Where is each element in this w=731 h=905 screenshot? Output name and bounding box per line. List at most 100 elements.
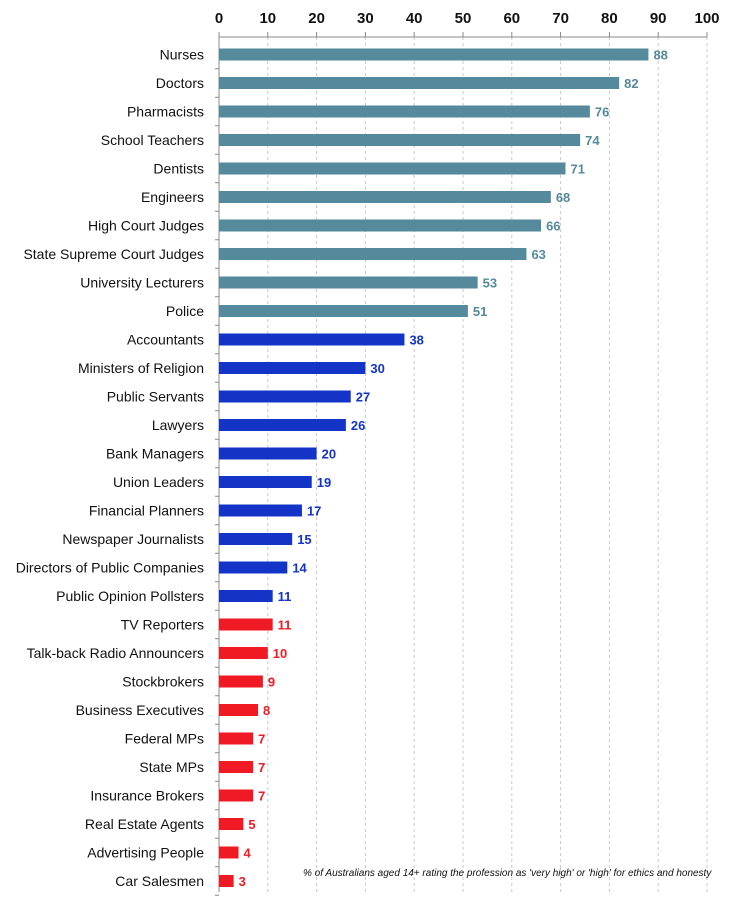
bars xyxy=(219,48,649,887)
value-label: 76 xyxy=(595,105,609,120)
value-label: 63 xyxy=(531,247,545,262)
value-label: 15 xyxy=(297,532,311,547)
value-label: 27 xyxy=(356,390,370,405)
value-label: 82 xyxy=(624,76,638,91)
category-label: Police xyxy=(166,303,204,319)
value-label: 26 xyxy=(351,418,365,433)
value-label: 88 xyxy=(653,48,667,63)
gridlines xyxy=(267,37,708,892)
bar xyxy=(219,590,273,602)
value-label: 19 xyxy=(317,475,331,490)
bar xyxy=(219,846,239,859)
bar xyxy=(219,305,468,317)
bar xyxy=(219,675,263,688)
bar xyxy=(219,362,366,374)
bar xyxy=(219,818,244,830)
bar xyxy=(219,732,254,745)
value-label: 4 xyxy=(244,846,252,861)
x-tick-label: 0 xyxy=(215,10,223,27)
bar xyxy=(219,48,649,61)
x-tick-label: 40 xyxy=(406,10,423,27)
value-label: 71 xyxy=(570,162,584,177)
category-label: Accountants xyxy=(127,332,204,348)
value-label: 11 xyxy=(278,618,292,633)
category-label: State Supreme Court Judges xyxy=(23,246,204,262)
bar xyxy=(219,419,346,431)
bar xyxy=(219,761,254,773)
category-label: High Court Judges xyxy=(88,218,204,234)
value-label: 68 xyxy=(556,190,570,205)
x-tick-label: 80 xyxy=(601,10,618,27)
bar xyxy=(219,333,405,346)
category-label: Engineers xyxy=(141,189,204,205)
category-labels: Nurses Doctors Pharmacists School Teachers D… xyxy=(16,47,205,890)
x-tick-label: 100 xyxy=(694,10,719,27)
bar xyxy=(219,134,581,146)
bar xyxy=(219,504,302,517)
value-label: 14 xyxy=(292,561,307,576)
value-label: 7 xyxy=(258,760,265,775)
x-axis: 0 10 20 30 40 50 60 70 80 90 100 xyxy=(215,10,720,896)
category-label: Financial Planners xyxy=(89,503,204,519)
value-label: 10 xyxy=(273,646,287,661)
category-label: Insurance Brokers xyxy=(90,788,204,804)
value-label: 51 xyxy=(473,304,487,319)
value-label: 74 xyxy=(585,133,600,148)
category-label: Doctors xyxy=(156,75,204,91)
value-label: 30 xyxy=(370,361,384,376)
bar xyxy=(219,875,234,887)
x-tick-label: 50 xyxy=(455,10,472,27)
category-label: Car Salesmen xyxy=(115,873,204,889)
bar xyxy=(219,447,317,460)
chart-annotation: % of Australians aged 14+ rating the pro… xyxy=(303,868,712,879)
x-tick-label: 20 xyxy=(308,10,325,27)
category-label: State MPs xyxy=(139,759,204,775)
value-label: 11 xyxy=(278,589,292,604)
bar xyxy=(219,162,566,175)
category-label: School Teachers xyxy=(101,132,204,148)
category-label: Stockbrokers xyxy=(122,674,204,690)
bar xyxy=(219,219,542,232)
bar xyxy=(219,191,551,203)
value-label: 3 xyxy=(239,874,246,889)
value-label: 66 xyxy=(546,219,560,234)
value-label: 7 xyxy=(258,789,265,804)
value-label: 20 xyxy=(322,447,336,462)
bar xyxy=(219,77,620,89)
category-label: Pharmacists xyxy=(127,104,204,120)
category-label: Newspaper Journalists xyxy=(62,531,204,547)
x-tick-label: 10 xyxy=(259,10,276,27)
category-label: Union Leaders xyxy=(113,474,204,490)
bar xyxy=(219,647,268,659)
category-label: TV Reporters xyxy=(121,617,204,633)
value-label: 17 xyxy=(307,504,321,519)
category-label: Directors of Public Companies xyxy=(16,560,204,576)
bar xyxy=(219,390,351,403)
value-label: 53 xyxy=(483,276,497,291)
category-label: Lawyers xyxy=(152,417,204,433)
bar xyxy=(219,561,288,574)
category-label: Public Servants xyxy=(107,389,204,405)
bar xyxy=(219,105,590,118)
category-label: Nurses xyxy=(160,47,204,63)
category-label: Bank Managers xyxy=(106,446,204,462)
value-label: 5 xyxy=(248,817,255,832)
category-label: Advertising People xyxy=(87,845,204,861)
category-label: Ministers of Religion xyxy=(78,360,204,376)
x-tick-label: 60 xyxy=(503,10,520,27)
bar xyxy=(219,618,273,631)
x-tick-label: 90 xyxy=(650,10,667,27)
value-label: 9 xyxy=(268,675,275,690)
category-label: Talk-back Radio Announcers xyxy=(27,645,204,661)
bar xyxy=(219,789,254,802)
value-label: 7 xyxy=(258,732,265,747)
bar xyxy=(219,704,259,716)
category-label: Federal MPs xyxy=(125,731,204,747)
value-label: 8 xyxy=(263,703,270,718)
category-label: University Lecturers xyxy=(80,275,204,291)
bar xyxy=(219,248,527,260)
category-label: Business Executives xyxy=(76,702,204,718)
bar xyxy=(219,533,293,545)
